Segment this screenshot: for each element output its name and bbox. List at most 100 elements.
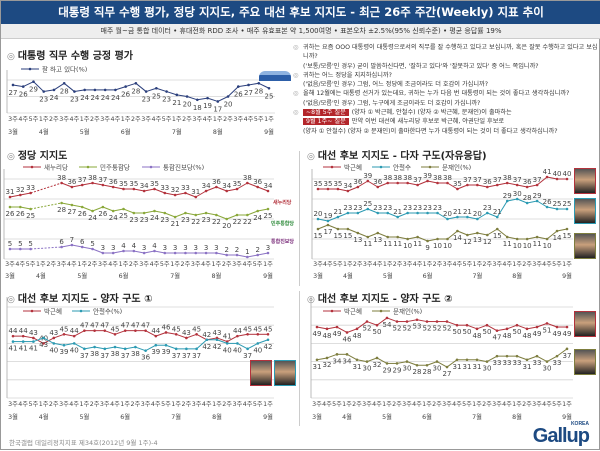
data-point	[21, 334, 25, 338]
series-segment	[476, 359, 488, 363]
title-text: 대선 후보 지지도 - 양자 구도 ①	[17, 294, 153, 305]
data-label: 53	[413, 323, 422, 331]
month-label: 3월	[313, 271, 323, 280]
data-label: 49	[563, 330, 572, 338]
data-label: 38	[111, 350, 120, 358]
data-label: 34	[343, 182, 352, 190]
data-label: 40	[563, 170, 572, 178]
data-label: 47	[100, 322, 109, 330]
series-segment	[517, 184, 528, 188]
data-point	[266, 189, 270, 193]
data-label: 37	[98, 176, 107, 184]
data-label: 26	[543, 198, 552, 206]
series-segment	[166, 91, 177, 96]
series-segment	[336, 326, 348, 333]
series-segment	[115, 86, 126, 91]
data-point	[11, 340, 15, 343]
data-point	[545, 175, 549, 179]
data-label: 13	[373, 236, 382, 244]
data-point	[42, 90, 46, 93]
series-segment	[74, 89, 85, 93]
data-label: 52	[423, 325, 432, 333]
circle-bullet-icon: ◎	[7, 295, 15, 305]
month-label: 5월	[77, 271, 87, 280]
question-text: 귀하는 요즘 OOO 대통령이 대통령으로서의 직무를 잘 수행하고 있다고 보…	[303, 44, 598, 61]
data-label: 21	[171, 220, 180, 228]
data-label: 25	[553, 200, 562, 208]
data-label: 36	[67, 178, 76, 186]
x-tick-label: 5주	[28, 400, 38, 408]
data-point	[215, 251, 218, 255]
data-point	[144, 349, 147, 352]
series-segment	[427, 238, 438, 242]
data-point	[132, 249, 136, 253]
data-point	[466, 233, 469, 237]
series-segment	[238, 84, 249, 88]
series-segment	[317, 224, 329, 230]
data-point	[466, 183, 469, 187]
data-label: 54	[383, 321, 392, 329]
series-segment	[357, 232, 368, 238]
data-point	[465, 358, 469, 362]
data-point	[456, 215, 459, 219]
series-segment	[466, 324, 478, 330]
legend-label: 잘 하고 있다(%)	[42, 64, 87, 73]
data-label: 21	[453, 208, 462, 216]
data-point	[164, 331, 168, 334]
series-segment	[477, 212, 488, 220]
data-point	[225, 217, 229, 221]
data-point	[256, 253, 259, 257]
data-label: 22	[243, 218, 252, 226]
data-label: 37	[100, 352, 109, 360]
series-segment	[237, 333, 248, 337]
survey-method-note: 매주 월~금 통합 데이터 • 휴대전화 RDD 조사 • 매주 유효표본 약 …	[1, 24, 600, 39]
data-label: 37	[533, 176, 542, 184]
x-tick-label: 2주	[432, 400, 442, 408]
month-label: 6월	[422, 412, 432, 421]
data-label: 28	[423, 368, 432, 376]
data-point	[535, 354, 539, 358]
x-tick-label: 1주	[512, 400, 522, 408]
data-point	[335, 325, 339, 329]
series-segment	[357, 208, 368, 214]
x-tick-label: 4주	[110, 115, 120, 123]
data-point	[555, 229, 559, 233]
data-point	[405, 360, 409, 363]
data-point	[93, 345, 96, 349]
data-label: 47	[493, 334, 502, 342]
data-label: 33	[160, 184, 169, 192]
x-tick-label: 1주	[170, 260, 180, 268]
data-point	[256, 333, 260, 336]
data-point	[445, 365, 449, 369]
data-point	[336, 227, 340, 231]
data-point	[134, 82, 138, 85]
data-label: 36	[253, 178, 262, 186]
x-tick-label: 3주	[312, 400, 322, 408]
data-label: 43	[39, 341, 48, 349]
data-point	[335, 353, 339, 356]
data-point	[236, 342, 239, 345]
x-tick-label: 1주	[343, 260, 353, 268]
series-segment	[367, 180, 379, 188]
data-point	[555, 177, 559, 181]
data-label: 25	[26, 212, 35, 220]
data-point	[236, 334, 239, 338]
x-tick-label: 1주	[263, 260, 273, 268]
data-point	[93, 88, 97, 92]
data-label: 48	[473, 332, 482, 340]
data-label: 32	[323, 361, 332, 369]
x-tick-label: 3주	[59, 400, 69, 408]
series-segment	[63, 333, 75, 337]
data-label: 10	[443, 242, 452, 250]
legend-label: 민주통합당	[100, 162, 130, 171]
data-label: 37	[78, 176, 87, 184]
x-tick-label: 3주	[532, 400, 542, 408]
data-point	[495, 329, 499, 332]
data-label: 24	[111, 94, 120, 102]
x-tick-label: 5주	[160, 260, 170, 268]
data-label: 34	[222, 182, 231, 190]
data-point	[173, 251, 177, 255]
data-point	[456, 187, 459, 191]
month-label: 6월	[423, 271, 433, 280]
series-segment	[226, 214, 238, 220]
